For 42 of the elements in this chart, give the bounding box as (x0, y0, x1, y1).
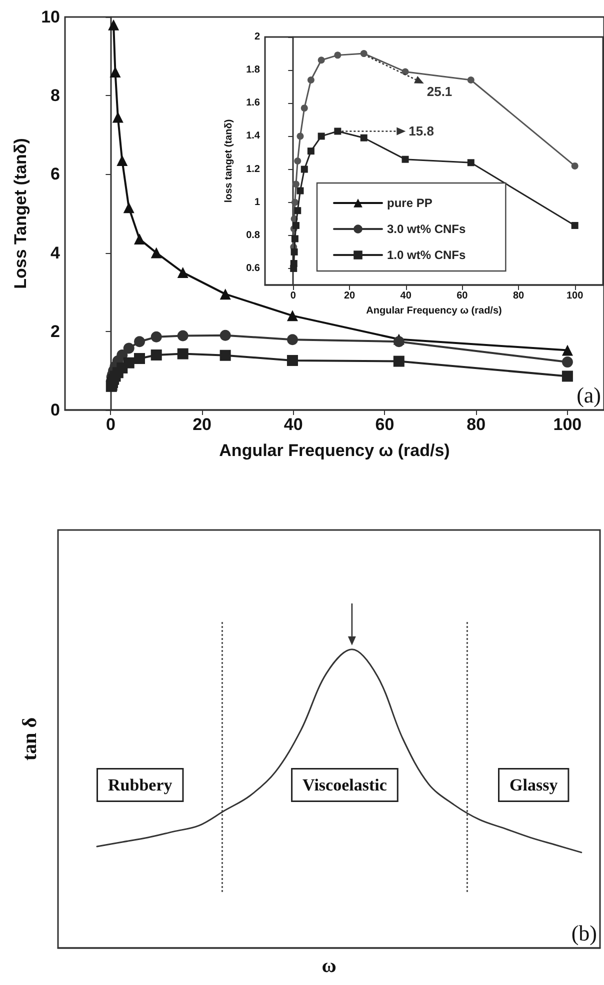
x-tick-label: 80 (512, 290, 524, 302)
x-tick-label: 80 (466, 415, 486, 434)
y-axis-title: tan δ (19, 717, 41, 761)
y-tick-label: 8 (50, 86, 60, 106)
y-axis-title: Loss Tanget (tanδ) (11, 138, 30, 289)
x-tick-label: 40 (284, 415, 303, 434)
annotation: (a) (576, 382, 601, 408)
x-tick-label: 100 (553, 415, 582, 434)
x-axis-title: Angular Frequency ω (rad/s) (219, 441, 450, 460)
x-tick-label: 0 (290, 290, 296, 302)
annotation: Rubbery (108, 775, 173, 794)
y-tick-label: 4 (50, 243, 61, 262)
annotation: Glassy (510, 775, 558, 794)
y-tick-label: 6 (50, 164, 60, 184)
y-tick-label: 0.8 (246, 230, 260, 241)
annotation: 15.8 (408, 124, 434, 139)
x-tick-label: 100 (566, 290, 584, 302)
legend-label: 3.0 wt% CNFs (387, 222, 466, 236)
y-tick-label: 1.8 (246, 64, 260, 76)
y-axis-title: loss tanget (tanδ) (224, 119, 234, 203)
legend-label: 1.0 wt% CNFs (387, 248, 466, 262)
x-axis-title: ω (322, 955, 336, 977)
y-tick-label: 10 (41, 8, 60, 26)
y-tick-label: 1.2 (246, 164, 260, 175)
x-tick-label: 60 (456, 290, 468, 302)
x-tick-label: 60 (375, 415, 394, 434)
y-tick-label: 2 (50, 322, 60, 341)
legend-label: pure PP (387, 196, 432, 210)
y-tick-label: 0 (50, 400, 60, 420)
x-tick-label: 0 (106, 415, 116, 434)
y-tick-label: 2 (254, 32, 260, 42)
annotation: 25.1 (426, 84, 452, 100)
x-axis-title: Angular Frequency ω (rad/s) (366, 305, 502, 316)
y-tick-label: 1.6 (246, 98, 260, 109)
annotation: (b) (571, 920, 597, 946)
annotation: Viscoelastic (302, 775, 388, 794)
x-tick-label: 20 (344, 290, 356, 302)
y-tick-label: 0.6 (246, 262, 260, 274)
y-tick-label: 1.4 (246, 130, 260, 142)
x-tick-label: 20 (192, 415, 212, 434)
y-tick-label: 1 (254, 196, 260, 208)
x-tick-label: 40 (400, 290, 412, 302)
